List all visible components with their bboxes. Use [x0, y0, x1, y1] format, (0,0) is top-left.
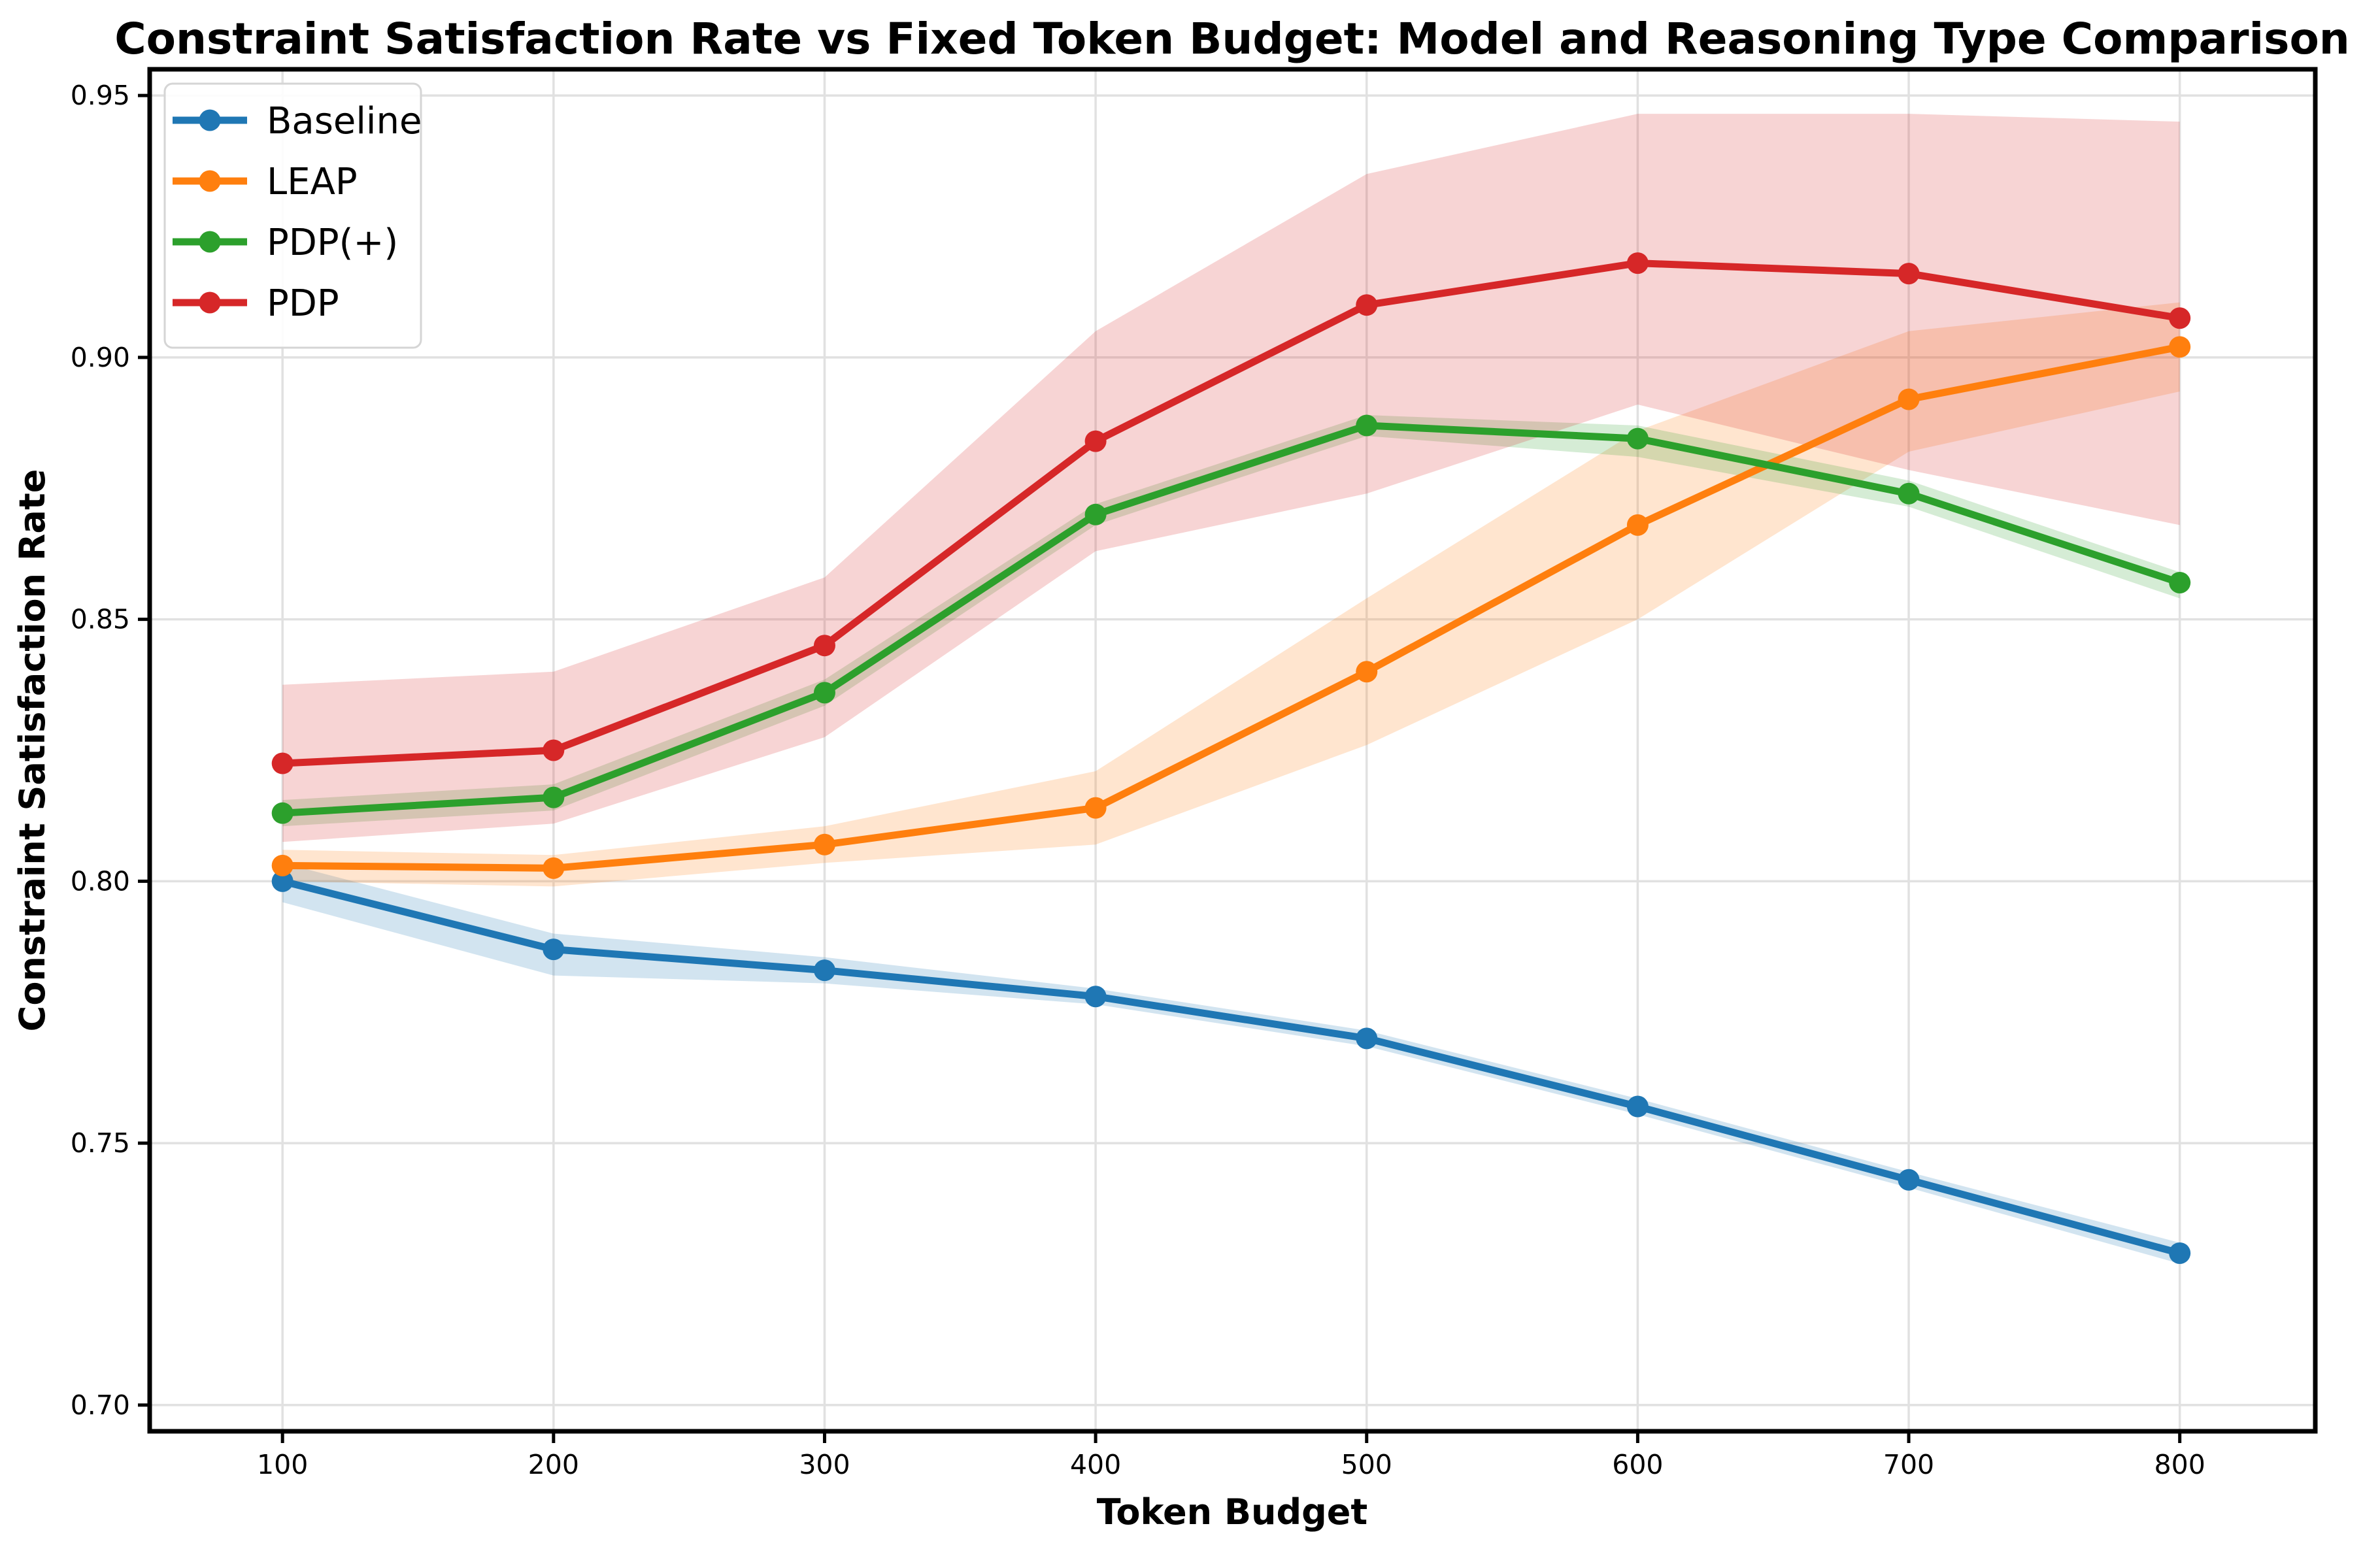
data-point-marker [1898, 482, 1920, 505]
x-tick-label: 400 [1070, 1449, 1121, 1480]
data-point-marker [271, 854, 293, 876]
confidence-bands [282, 114, 2180, 1264]
data-point-marker [813, 682, 835, 704]
data-point-marker [1626, 252, 1649, 274]
x-axis-label: Token Budget [1097, 1491, 1367, 1533]
data-point-marker [2169, 1242, 2191, 1264]
data-point-marker [1898, 263, 1920, 285]
legend-item-baseline: Baseline [173, 100, 422, 142]
data-point-marker [2169, 572, 2191, 594]
x-tick-label: 200 [528, 1449, 579, 1480]
y-tick-label: 0.70 [71, 1389, 130, 1421]
legend-label: PDP(+) [267, 222, 398, 264]
data-point-marker [1356, 661, 1378, 683]
legend-label: LEAP [267, 161, 358, 203]
data-point-marker [813, 959, 835, 982]
data-point-marker [1356, 294, 1378, 316]
legend-marker [199, 291, 221, 314]
chart-title: Constraint Satisfaction Rate vs Fixed To… [114, 14, 2350, 64]
data-point-marker [543, 786, 565, 808]
x-tick-label: 500 [1341, 1449, 1392, 1480]
y-tick-label: 0.80 [71, 865, 130, 897]
data-point-marker [1626, 514, 1649, 536]
data-point-marker [1356, 414, 1378, 437]
x-tick-label: 600 [1612, 1449, 1663, 1480]
data-point-marker [543, 739, 565, 761]
series-line [278, 877, 2184, 1257]
data-point-marker [271, 870, 293, 892]
legend-marker [199, 231, 221, 253]
data-point-marker [1626, 1095, 1649, 1118]
legend-item-leap: LEAP [173, 161, 358, 203]
data-point-marker [1084, 503, 1107, 525]
y-tick-label: 0.85 [71, 604, 130, 635]
data-point-marker [1084, 986, 1107, 1008]
legend-item-pdp-: PDP(+) [173, 222, 398, 264]
series-line [278, 259, 2184, 767]
data-point-marker [543, 857, 565, 879]
series-pdp [271, 252, 2191, 774]
y-tick-label: 0.90 [71, 342, 130, 373]
axis-ticks: 0.70 0.75 0.80 0.85 0.90 0.95 100 200 300 400 500 6… [71, 80, 2205, 1480]
legend-marker [199, 109, 221, 131]
y-tick-label: 0.75 [71, 1127, 130, 1159]
data-point-marker [271, 802, 293, 824]
data-point-marker [2169, 307, 2191, 329]
x-tick-label: 100 [257, 1449, 308, 1480]
data-point-marker [1898, 1169, 1920, 1191]
legend-label: PDP [267, 282, 339, 325]
series-pdp- [271, 414, 2191, 824]
x-tick-label: 800 [2154, 1449, 2205, 1480]
y-tick-label: 0.95 [71, 80, 130, 111]
series-baseline [271, 870, 2191, 1264]
confidence-band-leap [282, 302, 2180, 887]
data-point-marker [1084, 797, 1107, 819]
confidence-band-pdp- [282, 415, 2180, 827]
confidence-band-baseline [282, 863, 2180, 1264]
y-axis-label: Constraint Satisfaction Rate [12, 469, 53, 1032]
series-line [278, 422, 2184, 817]
data-point-marker [813, 833, 835, 856]
legend: Baseline LEAP PDP(+) PDP [163, 82, 422, 349]
data-point-marker [1084, 430, 1107, 452]
data-series [271, 252, 2191, 1264]
plot-border [147, 67, 2318, 1434]
x-tick-label: 300 [799, 1449, 850, 1480]
series-leap [271, 336, 2191, 879]
data-point-marker [1898, 388, 1920, 410]
data-point-marker [1356, 1027, 1378, 1050]
legend-marker [199, 170, 221, 192]
data-point-marker [813, 635, 835, 657]
confidence-band-pdp [282, 114, 2180, 842]
data-point-marker [1626, 427, 1649, 450]
data-point-marker [2169, 336, 2191, 358]
legend-item-pdp: PDP [173, 282, 339, 325]
legend-box [163, 82, 422, 349]
series-line [278, 343, 2184, 872]
data-point-marker [543, 939, 565, 961]
legend-label: Baseline [267, 100, 422, 142]
x-tick-label: 700 [1883, 1449, 1934, 1480]
data-point-marker [271, 752, 293, 774]
